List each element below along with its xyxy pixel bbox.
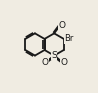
Text: O: O bbox=[41, 58, 48, 66]
Text: O: O bbox=[58, 21, 65, 30]
Text: Br: Br bbox=[64, 34, 73, 43]
Text: S: S bbox=[51, 51, 57, 60]
Text: O: O bbox=[60, 58, 67, 66]
